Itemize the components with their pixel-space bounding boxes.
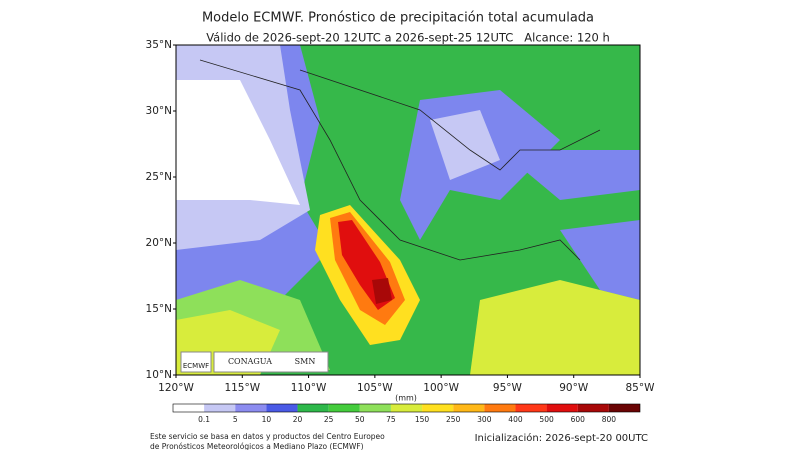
lat-label: 15°N: [146, 303, 172, 315]
colorbar-label: 75: [386, 415, 396, 424]
lat-label: 35°N: [146, 39, 172, 51]
colorbar-swatch: [453, 404, 485, 412]
subtitle: Válido de 2026-sept-20 12UTC a 2026-sept…: [206, 31, 610, 45]
colorbar-label: 10: [262, 415, 272, 424]
logo-ecmwf: ECMWF: [183, 362, 209, 370]
colorbar-swatch: [577, 404, 609, 412]
colorbar-label: 25: [324, 415, 334, 424]
lon-label: 120°W: [158, 382, 194, 394]
colorbar-label: 20: [293, 415, 303, 424]
lat-label: 20°N: [146, 237, 172, 249]
lon-label: 85°W: [626, 382, 656, 394]
colorbar-swatch: [546, 404, 578, 412]
lon-label: 90°W: [559, 382, 589, 394]
lon-label: 95°W: [493, 382, 523, 394]
logo-smn: SMN: [295, 357, 316, 366]
colorbar-label: 300: [477, 415, 492, 424]
colorbar-label: 250: [446, 415, 461, 424]
colorbar-frame: [172, 403, 641, 413]
precip-map: [176, 45, 640, 375]
lon-label: 105°W: [357, 382, 393, 394]
colorbar-label: 150: [415, 415, 430, 424]
colorbar-swatch: [608, 404, 640, 412]
lat-label: 25°N: [146, 171, 172, 183]
colorbar-label: 5: [233, 415, 238, 424]
colorbar-swatch: [204, 404, 236, 412]
footer-init: Inicialización: 2026-sept-20 00UTC: [475, 432, 648, 444]
colorbar-label: 0.1: [198, 415, 210, 424]
colorbar-swatch: [422, 404, 454, 412]
colorbar-label: 600: [571, 415, 586, 424]
logos: ECMWF CONAGUA SMN: [180, 351, 329, 373]
colorbar-swatch: [173, 404, 205, 412]
lon-label: 100°W: [423, 382, 459, 394]
colorbar-label: 500: [539, 415, 554, 424]
colorbar-swatch: [484, 404, 516, 412]
logo-conagua: CONAGUA: [228, 357, 272, 366]
lat-label: 30°N: [146, 105, 172, 117]
lon-label: 110°W: [291, 382, 327, 394]
colorbar-swatch: [297, 404, 329, 412]
colorbar-label: 50: [355, 415, 365, 424]
lon-label: 115°W: [224, 382, 260, 394]
colorbar-swatch: [328, 404, 360, 412]
colorbar-swatch: [266, 404, 298, 412]
colorbar-label: 400: [508, 415, 523, 424]
colorbar-unit: (mm): [395, 394, 417, 403]
colorbar-swatch: [359, 404, 391, 412]
colorbar-swatch: [235, 404, 267, 412]
title: Modelo ECMWF. Pronóstico de precipitació…: [202, 11, 594, 26]
colorbar-label: 800: [602, 415, 617, 424]
footer-note: Este servicio se basa en datos y product…: [150, 432, 385, 441]
map-frame: [175, 44, 641, 376]
colorbar-swatch: [515, 404, 547, 412]
lat-label: 10°N: [146, 369, 172, 381]
colorbar-swatch: [390, 404, 423, 412]
footer-note: de Pronósticos Meteorológicos a Mediano …: [150, 442, 364, 450]
